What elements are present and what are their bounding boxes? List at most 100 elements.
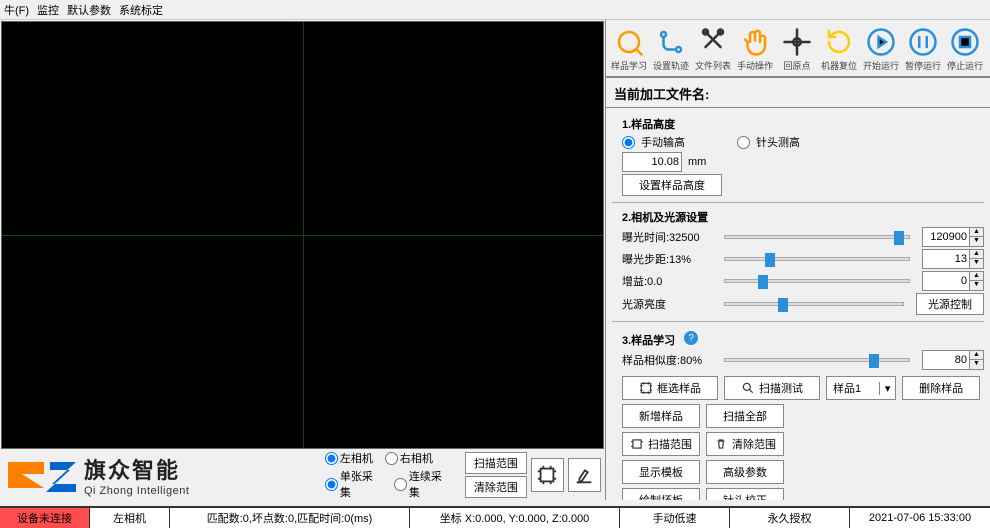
logo-text-en: Qi Zhong Intelligent bbox=[84, 485, 189, 497]
pause-run-icon bbox=[906, 25, 940, 59]
advanced-params-button[interactable]: 高级参数 bbox=[706, 460, 784, 484]
left-camera-radio[interactable] bbox=[325, 452, 338, 465]
gain-label: 增益:0.0 bbox=[622, 273, 712, 289]
file-list-label: 文件列表 bbox=[695, 59, 731, 72]
right-camera-radio[interactable] bbox=[385, 452, 398, 465]
menu-system-setting[interactable]: 系统标定 bbox=[119, 2, 163, 18]
return-origin-icon bbox=[780, 25, 814, 59]
menu-bar: 牛(F) 监控 默认参数 系统标定 bbox=[0, 0, 990, 20]
machine-reset-icon bbox=[822, 25, 856, 59]
continuous-capture-label: 连续采集 bbox=[409, 468, 451, 500]
set-path-label: 设置轨迹 bbox=[653, 59, 689, 72]
height-unit: mm bbox=[688, 156, 706, 168]
left-camera-label: 左相机 bbox=[340, 450, 373, 466]
right-camera-label: 右相机 bbox=[400, 450, 433, 466]
scan-all-button[interactable]: 扫描全部 bbox=[706, 404, 784, 428]
pause-run-label: 暂停运行 bbox=[905, 59, 941, 72]
select-sample-button[interactable]: 框选样品 bbox=[622, 376, 718, 400]
light-control-button[interactable]: 光源控制 bbox=[916, 293, 984, 315]
exposure-step-slider[interactable] bbox=[724, 257, 910, 261]
logo-text-cn: 旗众智能 bbox=[84, 453, 189, 485]
scan-range-button[interactable]: 扫描范围 bbox=[465, 452, 527, 474]
scan-test-button[interactable]: 扫描测试 bbox=[724, 376, 820, 400]
crop-tool-icon[interactable] bbox=[531, 458, 564, 492]
sample-learn-label: 样品学习 bbox=[611, 59, 647, 72]
scan-range-grid-button[interactable]: 扫描范围 bbox=[622, 432, 700, 456]
similarity-label: 样品相似度:80% bbox=[622, 352, 712, 368]
crosshair-vertical bbox=[303, 22, 304, 448]
set-path-icon bbox=[654, 25, 688, 59]
similarity-slider[interactable] bbox=[724, 358, 910, 362]
file-list-icon bbox=[696, 25, 730, 59]
machine-reset-tool[interactable]: 机器复位 bbox=[818, 25, 860, 72]
light-label: 光源亮度 bbox=[622, 296, 712, 312]
manual-height-label: 手动输高 bbox=[641, 134, 685, 150]
brush-tool-icon[interactable] bbox=[568, 458, 601, 492]
section1-title: 1.样品高度 bbox=[622, 116, 984, 132]
probe-height-radio[interactable] bbox=[737, 136, 750, 149]
file-list-tool[interactable]: 文件列表 bbox=[692, 25, 734, 72]
add-sample-button[interactable]: 新增样品 bbox=[622, 404, 700, 428]
exposure-time-spin[interactable]: ▲▼ bbox=[922, 227, 984, 247]
show-template-button[interactable]: 显示模板 bbox=[622, 460, 700, 484]
manual-dispense-icon bbox=[738, 25, 772, 59]
section3-title: 3.样品学习 bbox=[622, 332, 675, 348]
needle-calib-button[interactable]: 针头校正 bbox=[706, 488, 784, 500]
status-match: 匹配数:0,坏点数:0,匹配时间:0(ms) bbox=[170, 508, 410, 528]
exposure-time-slider[interactable] bbox=[724, 235, 910, 239]
delete-sample-button[interactable]: 删除样品 bbox=[902, 376, 980, 400]
menu-file[interactable]: 牛(F) bbox=[4, 2, 29, 18]
set-path-tool[interactable]: 设置轨迹 bbox=[650, 25, 692, 72]
section2-title: 2.相机及光源设置 bbox=[622, 209, 984, 225]
return-origin-label: 回原点 bbox=[783, 59, 810, 72]
current-file-label: 当前加工文件名: bbox=[606, 78, 990, 108]
sample-select-combo[interactable]: 样品1 ▾ bbox=[826, 376, 896, 400]
status-connection: 设备未连接 bbox=[0, 508, 90, 528]
light-slider[interactable] bbox=[724, 302, 904, 306]
menu-default-params[interactable]: 默认参数 bbox=[67, 2, 111, 18]
single-capture-label: 单张采集 bbox=[340, 468, 382, 500]
sample-learn-icon bbox=[612, 25, 646, 59]
status-bar: 设备未连接 左相机 匹配数:0,坏点数:0,匹配时间:0(ms) 坐标 X:0.… bbox=[0, 506, 990, 528]
status-speed: 手动低速 bbox=[620, 508, 730, 528]
draw-badboard-button[interactable]: 绘制坏板 bbox=[622, 488, 700, 500]
logo-icon bbox=[4, 454, 78, 496]
start-run-tool[interactable]: 开始运行 bbox=[860, 25, 902, 72]
clear-range-grid-button[interactable]: 清除范围 bbox=[706, 432, 784, 456]
main-toolbar: 样品学习 设置轨迹 文件列表 手动操作 回原点 机器复位 开始运行 暂停运行 停… bbox=[606, 20, 990, 78]
clear-range-button[interactable]: 清除范围 bbox=[465, 476, 527, 498]
exposure-step-label: 曝光步距:13% bbox=[622, 251, 712, 267]
single-capture-radio[interactable] bbox=[325, 478, 338, 491]
stop-run-icon bbox=[948, 25, 982, 59]
stop-run-tool[interactable]: 停止运行 bbox=[944, 25, 986, 72]
status-datetime: 2021-07-06 15:33:00 bbox=[850, 508, 990, 528]
gain-slider[interactable] bbox=[724, 279, 910, 283]
set-sample-height-button[interactable]: 设置样品高度 bbox=[622, 174, 722, 196]
camera-viewport[interactable] bbox=[1, 21, 604, 449]
status-camera: 左相机 bbox=[90, 508, 170, 528]
sample-learn-tool[interactable]: 样品学习 bbox=[608, 25, 650, 72]
status-license: 永久授权 bbox=[730, 508, 850, 528]
gain-spin[interactable]: ▲▼ bbox=[922, 271, 984, 291]
help-icon[interactable]: ? bbox=[684, 331, 698, 345]
continuous-capture-radio[interactable] bbox=[394, 478, 407, 491]
start-run-icon bbox=[864, 25, 898, 59]
manual-height-radio[interactable] bbox=[622, 136, 635, 149]
manual-dispense-label: 手动操作 bbox=[737, 59, 773, 72]
status-coord: 坐标 X:0.000, Y:0.000, Z:0.000 bbox=[410, 508, 620, 528]
probe-height-label: 针头测高 bbox=[756, 134, 800, 150]
pause-run-tool[interactable]: 暂停运行 bbox=[902, 25, 944, 72]
machine-reset-label: 机器复位 bbox=[821, 59, 857, 72]
brand-logo: 旗众智能 Qi Zhong Intelligent bbox=[4, 453, 315, 497]
chevron-down-icon[interactable]: ▾ bbox=[879, 382, 895, 395]
start-run-label: 开始运行 bbox=[863, 59, 899, 72]
similarity-spin[interactable]: ▲▼ bbox=[922, 350, 984, 370]
sample-height-input[interactable] bbox=[622, 152, 682, 172]
exposure-step-spin[interactable]: ▲▼ bbox=[922, 249, 984, 269]
menu-monitor[interactable]: 监控 bbox=[37, 2, 59, 18]
settings-panel: 1.样品高度 手动输高 针头测高 mm 设置样品高度 2.相机及光源设置 曝光时… bbox=[606, 108, 990, 500]
viewport-controls: 旗众智能 Qi Zhong Intelligent 左相机 右相机 单张采集 连… bbox=[0, 450, 605, 500]
stop-run-label: 停止运行 bbox=[947, 59, 983, 72]
return-origin-tool[interactable]: 回原点 bbox=[776, 25, 818, 72]
manual-dispense-tool[interactable]: 手动操作 bbox=[734, 25, 776, 72]
